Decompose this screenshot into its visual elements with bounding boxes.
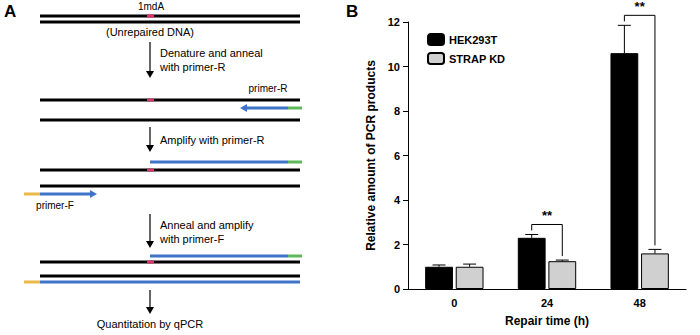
svg-text:Anneal and amplify: Anneal and amplify (160, 219, 254, 231)
svg-text:2: 2 (394, 239, 400, 251)
svg-text:12: 12 (388, 16, 400, 28)
svg-text:0: 0 (394, 283, 400, 295)
svg-text:**: ** (542, 208, 553, 223)
svg-text:primer-F: primer-F (36, 200, 74, 211)
svg-text:Amplify with primer-R: Amplify with primer-R (160, 134, 265, 146)
svg-text:with primer-R: with primer-R (159, 61, 225, 73)
svg-text:Denature and anneal: Denature and anneal (160, 47, 263, 59)
svg-text:0: 0 (451, 297, 457, 309)
html-text:A: A (4, 2, 17, 21)
svg-text:Quantitation by qPCR: Quantitation by qPCR (97, 318, 203, 330)
svg-text:10: 10 (388, 61, 400, 73)
svg-text:1mdA: 1mdA (138, 1, 164, 12)
svg-text:Repair time (h): Repair time (h) (505, 314, 589, 328)
svg-text:primer-R: primer-R (249, 83, 288, 94)
svg-text:4: 4 (394, 194, 401, 206)
svg-text:STRAP KD: STRAP KD (449, 53, 505, 65)
svg-text:6: 6 (394, 150, 400, 162)
html-text:B: B (346, 2, 359, 21)
svg-text:**: ** (635, 0, 646, 14)
svg-text:HEK293T: HEK293T (449, 34, 498, 46)
svg-text:24: 24 (541, 297, 554, 309)
svg-text:8: 8 (394, 105, 400, 117)
svg-text:(Unrepaired DNA): (Unrepaired DNA) (106, 26, 194, 38)
svg-text:48: 48 (634, 297, 646, 309)
svg-text:with primer-F: with primer-F (159, 233, 224, 245)
svg-text:Relative amount of PCR product: Relative amount of PCR products (364, 60, 378, 251)
